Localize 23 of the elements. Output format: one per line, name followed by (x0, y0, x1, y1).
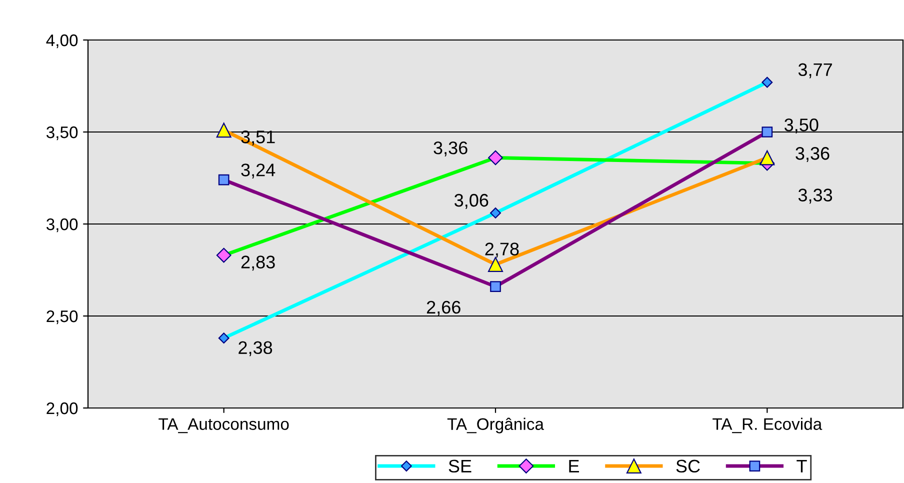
legend-label: SC (676, 460, 700, 473)
legend-label: E (569, 460, 579, 472)
data-label: 3,50 (784, 118, 818, 134)
data-label: 3,36 (434, 141, 468, 156)
x-tick-label: TA_R. Ecovida (712, 418, 822, 434)
y-tick-label: 4,00 (46, 34, 78, 48)
y-tick-label: 3,50 (46, 126, 78, 140)
legend-label: T (796, 460, 807, 472)
x-tick-label: TA_Orgânica (447, 418, 544, 434)
y-tick-label: 2,50 (46, 310, 78, 324)
data-label: 2,66 (426, 300, 460, 316)
data-label: 2,83 (241, 256, 275, 271)
data-label: 3,33 (798, 188, 832, 204)
y-tick-label: 3,00 (46, 218, 78, 232)
x-tick-label: TA_Autoconsumo (158, 418, 289, 434)
data-label: 3,77 (798, 63, 832, 78)
y-tick-label: 2,00 (46, 402, 78, 416)
data-label: 3,24 (241, 164, 276, 178)
data-label: 2,38 (238, 341, 272, 356)
data-label: 3,06 (454, 194, 488, 209)
data-label: 3,36 (796, 147, 830, 162)
data-label: 2,78 (485, 242, 519, 258)
legend-label: SE (448, 460, 472, 473)
